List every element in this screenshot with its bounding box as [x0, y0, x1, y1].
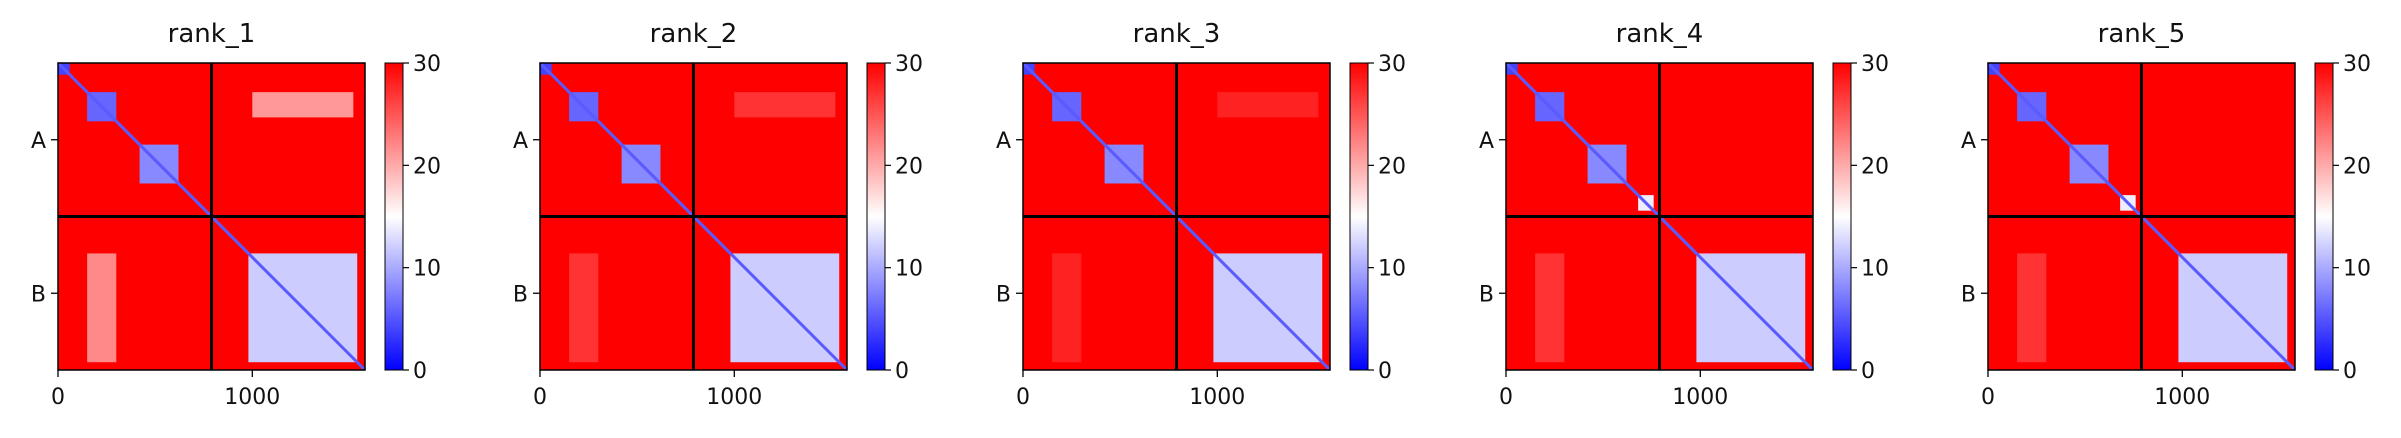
colorbar-tick-label: 10 — [1378, 257, 1406, 282]
colorbar-tick-label: 30 — [2343, 52, 2371, 77]
colorbar — [866, 62, 886, 371]
x-tick-label: 1000 — [224, 385, 280, 410]
panel-title: rank_4 — [1616, 19, 1704, 49]
colorbar-tick-label: 20 — [413, 154, 441, 179]
plot-frame — [539, 62, 848, 371]
colorbar — [1349, 62, 1369, 371]
y-tick-label: B — [513, 282, 528, 307]
heatmap-panel-1: rank_1 A B 0 1000 0 10 20 30 — [31, 19, 441, 410]
heatmap-block — [87, 253, 117, 363]
panel-title: rank_3 — [1133, 19, 1221, 49]
colorbar — [2314, 62, 2334, 371]
y-tick-label: A — [996, 129, 1011, 154]
heatmap-block — [1535, 253, 1565, 363]
colorbar-tick-label: 10 — [2343, 257, 2371, 282]
heatmap-block — [1217, 92, 1319, 118]
x-tick-label: 1000 — [1672, 385, 1728, 410]
y-tick-label: B — [31, 282, 46, 307]
plot-frame — [1987, 62, 2296, 371]
x-tick-label: 0 — [1499, 385, 1513, 410]
colorbar-tick-label: 30 — [1861, 52, 1889, 77]
x-tick-label: 1000 — [706, 385, 762, 410]
x-tick-label: 0 — [1981, 385, 1995, 410]
x-tick-label: 0 — [533, 385, 547, 410]
x-tick-label: 0 — [1016, 385, 1030, 410]
colorbar-tick-label: 20 — [2343, 154, 2371, 179]
colorbar-tick-label: 0 — [413, 359, 427, 384]
y-tick-label: A — [1479, 129, 1494, 154]
panel-title: rank_1 — [168, 19, 256, 49]
colorbar-tick-label: 20 — [1378, 154, 1406, 179]
colorbar-tick-label: 10 — [895, 257, 923, 282]
colorbar-tick-label: 0 — [2343, 359, 2357, 384]
y-tick-label: A — [513, 129, 528, 154]
y-tick-label: B — [1479, 282, 1494, 307]
heatmap-block — [569, 253, 599, 363]
plot-frame — [1022, 62, 1331, 371]
colorbar-tick-label: 10 — [1861, 257, 1889, 282]
plot-frame — [1505, 62, 1814, 371]
heatmap-block — [1052, 253, 1082, 363]
y-tick-label: A — [1961, 129, 1976, 154]
heatmap-panel-3: rank_3 A B 0 1000 0 10 20 30 — [996, 19, 1406, 410]
colorbar-tick-label: 0 — [1861, 359, 1875, 384]
heatmap-panel-5: rank_5 A B 0 1000 0 10 20 30 — [1961, 19, 2371, 410]
heatmap-block — [734, 92, 836, 118]
colorbar-tick-label: 30 — [895, 52, 923, 77]
y-tick-label: B — [996, 282, 1011, 307]
plot-frame — [57, 62, 366, 371]
colorbar-tick-label: 0 — [1378, 359, 1392, 384]
heatmap-panel-4: rank_4 A B 0 1000 0 10 20 30 — [1479, 19, 1889, 410]
colorbar-tick-label: 20 — [895, 154, 923, 179]
heatmap-block — [2017, 253, 2047, 363]
colorbar-tick-label: 0 — [895, 359, 909, 384]
y-tick-label: B — [1961, 282, 1976, 307]
heatmap-block — [252, 92, 354, 118]
colorbar-tick-label: 10 — [413, 257, 441, 282]
x-tick-label: 1000 — [1189, 385, 1245, 410]
panel-title: rank_2 — [650, 19, 738, 49]
panel-title: rank_5 — [2098, 19, 2186, 49]
colorbar-tick-label: 30 — [1378, 52, 1406, 77]
heatmap-panel-2: rank_2 A B 0 1000 0 10 20 30 — [513, 19, 923, 410]
x-tick-label: 0 — [51, 385, 65, 410]
x-tick-label: 1000 — [2154, 385, 2210, 410]
colorbar-tick-label: 20 — [1861, 154, 1889, 179]
colorbar-tick-label: 30 — [413, 52, 441, 77]
colorbar — [1832, 62, 1852, 371]
colorbar — [384, 62, 404, 371]
y-tick-label: A — [31, 129, 46, 154]
